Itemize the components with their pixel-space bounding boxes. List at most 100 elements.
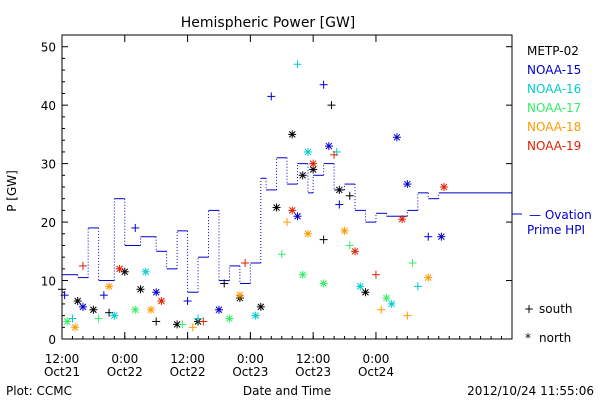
x-tick-label-date: Oct23 — [232, 365, 268, 379]
legend-item: NOAA-19 — [527, 139, 581, 153]
star-marker — [136, 285, 145, 294]
star-marker — [131, 305, 140, 314]
plus-marker — [220, 279, 229, 288]
x-tick-label-time: 0:00 — [111, 352, 138, 366]
star-marker — [235, 291, 244, 300]
plus-marker — [199, 317, 208, 326]
north-key-symbol: * — [525, 331, 531, 345]
y-tick-label: 20 — [41, 216, 56, 230]
x-tick-label-date: Oct22 — [107, 365, 143, 379]
star-marker — [73, 297, 82, 305]
plus-marker — [424, 232, 433, 241]
plus-marker — [99, 291, 108, 300]
y-tick-label: 40 — [41, 99, 56, 113]
star-marker — [146, 305, 155, 314]
x-tick-label-time: 0:00 — [237, 352, 264, 366]
plus-marker — [183, 297, 192, 305]
x-tick-label-time: 12:00 — [45, 352, 80, 366]
star-marker — [141, 267, 150, 276]
plus-marker — [413, 282, 422, 291]
y-tick-label: 50 — [41, 41, 56, 55]
north-key-label: north — [539, 331, 571, 345]
star-marker — [361, 288, 370, 297]
x-axis: 12:00Oct210:00Oct2212:00Oct220:00Oct2312… — [44, 35, 513, 379]
legend-item: NOAA-17 — [527, 101, 581, 115]
plus-marker — [345, 191, 354, 200]
star-marker — [157, 297, 166, 305]
x-tick-label-date: Oct24 — [358, 365, 394, 379]
plus-marker — [194, 314, 203, 323]
x-tick-label-date: Oct22 — [170, 365, 206, 379]
x-tick-label-time: 12:00 — [170, 352, 205, 366]
ovation-legend-label-line2: Prime HPI — [527, 223, 585, 237]
plus-marker — [277, 250, 286, 259]
plus-marker — [335, 200, 344, 209]
legend-item: NOAA-18 — [527, 120, 581, 134]
star-marker — [288, 206, 297, 215]
star-marker — [110, 311, 119, 320]
plus-marker — [131, 223, 140, 232]
star-marker — [272, 203, 281, 212]
star-marker — [105, 282, 114, 291]
footer-plot-credit: Plot: CCMC — [6, 384, 72, 398]
star-marker — [403, 180, 412, 189]
plus-marker — [330, 150, 339, 159]
y-tick-label: 10 — [41, 275, 56, 289]
star-marker — [293, 212, 302, 221]
x-axis-label: Date and Time — [243, 384, 331, 398]
plus-marker — [152, 317, 161, 326]
star-marker — [309, 159, 318, 168]
star-marker — [382, 294, 391, 303]
plus-marker — [408, 259, 417, 267]
ovation-legend-label: — Ovation — [529, 208, 592, 222]
ovation-series — [62, 157, 512, 293]
star-marker — [256, 302, 265, 311]
star-marker — [152, 288, 161, 297]
star-marker — [63, 317, 72, 326]
star-marker — [392, 133, 401, 142]
star-marker — [340, 226, 349, 235]
star-marker — [120, 267, 129, 276]
star-marker — [115, 264, 124, 273]
y-tick-label: 30 — [41, 158, 56, 172]
plus-marker — [241, 259, 250, 267]
y-axis-label: P [GW] — [5, 170, 19, 212]
star-marker — [214, 305, 223, 314]
footer-timestamp: 2012/10/24 11:55:06 — [467, 384, 594, 398]
y-tick-label: 0 — [48, 333, 56, 347]
legend: METP-02 NOAA-15 NOAA-16 NOAA-17 NOAA-18 NOAA-… — [527, 44, 581, 153]
plus-marker — [319, 80, 328, 89]
star-marker — [324, 142, 333, 151]
star-marker — [71, 323, 80, 332]
star-marker — [351, 247, 360, 256]
star-marker — [298, 270, 307, 279]
star-marker — [387, 299, 396, 308]
legend-item: METP-02 — [527, 44, 579, 58]
star-marker — [78, 302, 87, 311]
x-tick-label-date: Oct21 — [44, 365, 80, 379]
star-marker — [303, 229, 312, 238]
star-marker — [225, 314, 234, 323]
star-marker — [288, 130, 297, 139]
data-points — [58, 60, 448, 332]
star-marker — [424, 273, 433, 282]
plus-marker — [283, 218, 291, 227]
plus-marker — [178, 320, 187, 329]
legend-item: NOAA-16 — [527, 82, 581, 96]
plus-marker — [319, 235, 328, 244]
star-marker — [437, 232, 446, 241]
x-tick-label-time: 12:00 — [296, 352, 331, 366]
star-marker — [319, 279, 328, 288]
star-marker — [89, 305, 98, 314]
star-marker — [439, 183, 448, 191]
plus-marker — [345, 241, 354, 250]
plus-marker — [377, 305, 386, 314]
plus-marker — [327, 101, 336, 110]
star-marker — [298, 171, 307, 180]
plus-marker — [267, 92, 276, 101]
legend-item: NOAA-15 — [527, 63, 581, 77]
chart-title: Hemispheric Power [GW] — [181, 15, 356, 31]
star-marker — [335, 185, 344, 194]
star-marker — [303, 147, 312, 156]
